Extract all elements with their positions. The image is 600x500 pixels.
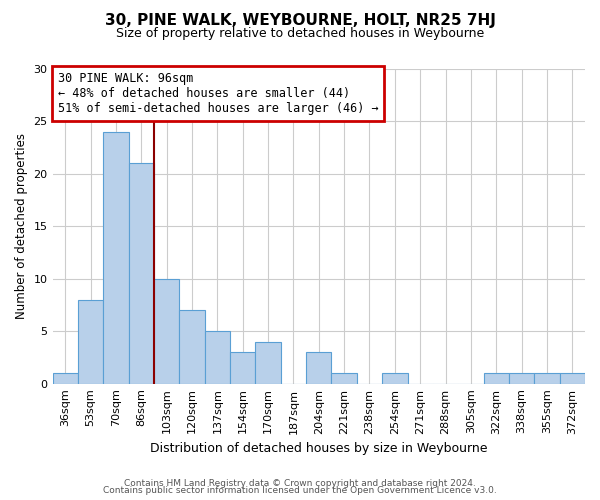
Y-axis label: Number of detached properties: Number of detached properties	[15, 134, 28, 320]
Bar	[256, 342, 281, 384]
Bar	[53, 373, 78, 384]
Bar	[103, 132, 128, 384]
Bar	[128, 164, 154, 384]
Bar	[230, 352, 256, 384]
Bar	[306, 352, 331, 384]
Bar	[78, 300, 103, 384]
Bar	[484, 373, 509, 384]
Bar	[534, 373, 560, 384]
Bar	[154, 279, 179, 384]
Bar	[331, 373, 357, 384]
Bar	[205, 331, 230, 384]
X-axis label: Distribution of detached houses by size in Weybourne: Distribution of detached houses by size …	[150, 442, 488, 455]
Bar	[509, 373, 534, 384]
Text: 30 PINE WALK: 96sqm
← 48% of detached houses are smaller (44)
51% of semi-detach: 30 PINE WALK: 96sqm ← 48% of detached ho…	[58, 72, 379, 115]
Bar	[560, 373, 585, 384]
Bar	[179, 310, 205, 384]
Bar	[382, 373, 407, 384]
Text: Contains HM Land Registry data © Crown copyright and database right 2024.: Contains HM Land Registry data © Crown c…	[124, 478, 476, 488]
Text: Size of property relative to detached houses in Weybourne: Size of property relative to detached ho…	[116, 28, 484, 40]
Text: Contains public sector information licensed under the Open Government Licence v3: Contains public sector information licen…	[103, 486, 497, 495]
Text: 30, PINE WALK, WEYBOURNE, HOLT, NR25 7HJ: 30, PINE WALK, WEYBOURNE, HOLT, NR25 7HJ	[104, 12, 496, 28]
